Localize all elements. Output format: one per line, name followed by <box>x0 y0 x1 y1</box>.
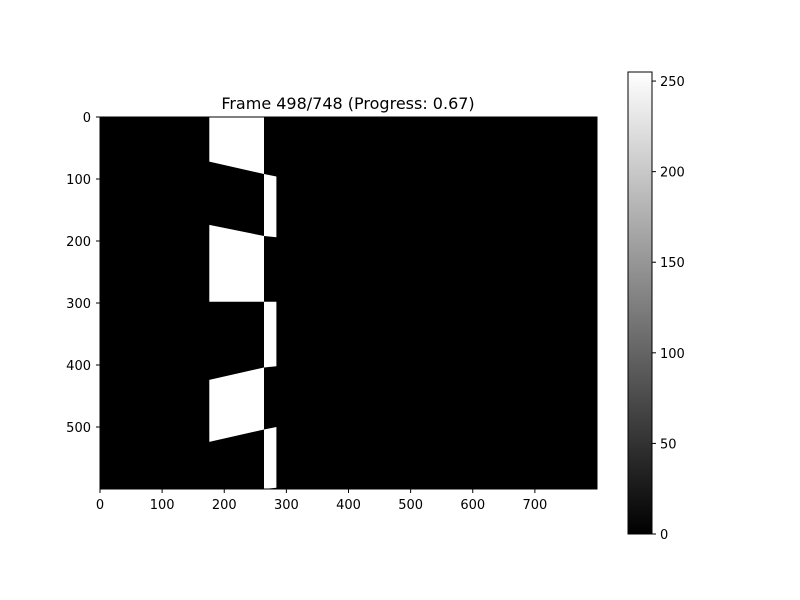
plot-background <box>100 117 597 489</box>
x-axis: 0 100 200 300 400 500 600 700 <box>96 489 547 513</box>
x-tick-label: 200 <box>212 498 237 513</box>
colorbar-tick-label: 50 <box>660 437 677 452</box>
bright-region-5 <box>209 367 264 442</box>
bright-region-3 <box>209 224 264 302</box>
y-axis: 0 100 200 300 400 500 <box>66 111 100 436</box>
x-tick-label: 300 <box>274 498 299 513</box>
y-tick-label: 400 <box>66 359 91 374</box>
y-tick-label: 500 <box>66 421 91 436</box>
x-tick-label: 500 <box>398 498 423 513</box>
colorbar-tick-label: 250 <box>660 75 685 90</box>
chart-title: Frame 498/748 (Progress: 0.67) <box>221 94 474 113</box>
x-tick-label: 400 <box>336 498 361 513</box>
x-tick-label: 100 <box>150 498 175 513</box>
x-tick-label: 600 <box>460 498 485 513</box>
bright-region-1 <box>209 117 264 174</box>
y-tick-label: 300 <box>66 297 91 312</box>
bright-region-2 <box>264 174 277 238</box>
colorbar-tick-label: 200 <box>660 166 685 181</box>
y-tick-label: 100 <box>66 173 91 188</box>
colorbar: 0 50 100 150 200 250 <box>627 71 685 543</box>
colorbar-tick-label: 0 <box>660 528 668 543</box>
bright-region-6 <box>264 427 277 489</box>
colorbar-gradient <box>627 71 653 535</box>
colorbar-tick-label: 150 <box>660 256 685 271</box>
bright-region-4 <box>264 301 277 368</box>
y-tick-label: 200 <box>66 235 91 250</box>
x-tick-label: 700 <box>522 498 547 513</box>
colorbar-ticks: 0 50 100 150 200 250 <box>652 75 685 543</box>
colorbar-tick-label: 100 <box>660 347 685 362</box>
y-tick-label: 0 <box>83 111 91 126</box>
x-tick-label: 0 <box>96 498 104 513</box>
heatmap-plot <box>99 116 598 490</box>
